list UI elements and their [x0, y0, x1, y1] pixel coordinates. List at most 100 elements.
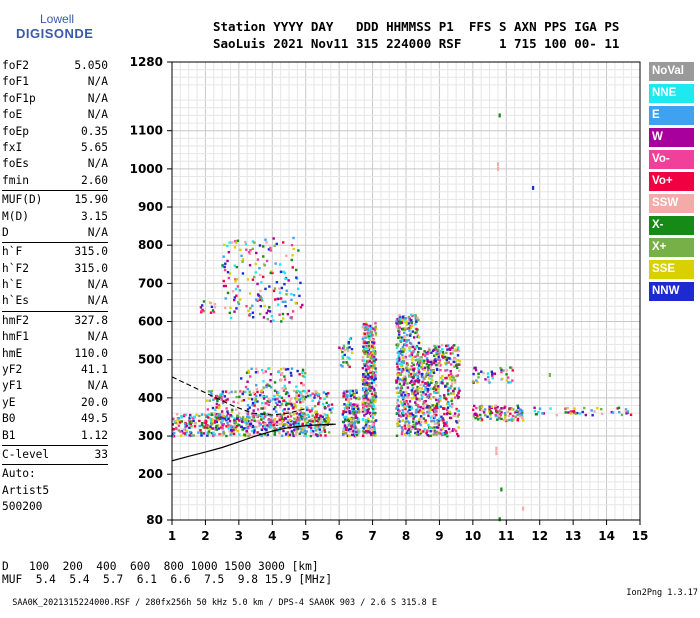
echo-point — [211, 418, 214, 421]
echo-point — [372, 405, 376, 408]
echo-point — [414, 401, 417, 404]
param-row: yF2 41.1 — [2, 362, 108, 378]
echo-point — [372, 327, 375, 330]
echo-point — [276, 397, 279, 400]
echo-point — [235, 294, 238, 297]
echo-point — [427, 404, 431, 408]
echo-point — [406, 402, 410, 406]
echo-point — [171, 423, 174, 426]
echo-point — [410, 365, 413, 368]
echo-point — [313, 426, 317, 430]
echo-point — [372, 364, 375, 368]
echo-point — [267, 398, 271, 401]
echo-point — [341, 357, 345, 360]
echo-point — [324, 421, 327, 425]
echo-point — [220, 421, 223, 424]
echo-point — [247, 397, 251, 400]
echo-point — [264, 402, 267, 405]
echo-point — [417, 405, 420, 409]
echo-point — [511, 414, 515, 418]
echo-point — [246, 417, 249, 420]
echo-point — [238, 433, 241, 436]
y-tick-label: 900 — [138, 200, 163, 214]
echo-point — [365, 396, 368, 400]
echo-point — [262, 395, 265, 399]
echo-point — [248, 424, 251, 427]
echo-point — [319, 414, 323, 418]
echo-point — [591, 414, 594, 417]
echo-point — [414, 315, 418, 319]
echo-point — [426, 387, 429, 391]
echo-point — [445, 402, 449, 405]
echo-point — [222, 279, 225, 283]
echo-point — [361, 418, 365, 421]
echo-point — [263, 427, 267, 431]
echo-point — [414, 411, 418, 414]
echo-point — [370, 381, 373, 385]
echo-point — [366, 328, 369, 331]
echo-point — [450, 384, 453, 388]
echo-point — [361, 326, 364, 329]
echo-point — [307, 413, 310, 417]
echo-point — [274, 398, 277, 401]
echo-point — [518, 414, 522, 418]
echo-point — [260, 389, 263, 393]
echo-point — [374, 407, 377, 410]
echo-point — [396, 361, 399, 364]
echo-point — [574, 412, 577, 415]
echo-point — [252, 431, 256, 434]
echo-point — [450, 397, 454, 401]
echo-point — [420, 387, 423, 390]
echo-point — [229, 316, 233, 320]
echo-point — [368, 378, 371, 381]
echo-point — [416, 353, 419, 356]
echo-point — [217, 416, 220, 420]
echo-point — [302, 384, 305, 387]
echo-point — [436, 348, 440, 351]
echo-point — [180, 414, 183, 418]
echo-point — [366, 405, 369, 408]
echo-point — [297, 420, 300, 424]
echo-point — [434, 411, 437, 415]
echo-point — [216, 399, 219, 403]
echo-point — [250, 367, 253, 371]
echo-point — [365, 431, 369, 435]
echo-point — [298, 413, 301, 416]
echo-point — [417, 335, 421, 339]
echo-point — [305, 430, 308, 433]
echo-point — [400, 384, 403, 388]
echo-point — [366, 355, 369, 358]
echo-point — [453, 428, 456, 431]
echo-point — [343, 348, 347, 352]
echo-point — [228, 430, 231, 433]
echo-point — [410, 361, 414, 365]
echo-point — [275, 420, 279, 424]
echo-point — [370, 420, 373, 423]
echo-point — [361, 410, 365, 413]
echo-point — [429, 369, 433, 372]
echo-point — [422, 401, 426, 404]
echo-point — [278, 418, 282, 422]
echo-point — [445, 431, 449, 434]
echo-point — [233, 264, 237, 267]
echo-point — [422, 402, 425, 406]
echo-point — [402, 396, 405, 399]
echo-point — [258, 298, 262, 301]
echo-point — [435, 348, 438, 352]
echo-point — [416, 358, 419, 361]
echo-point — [251, 316, 255, 319]
echo-point — [192, 419, 195, 422]
echo-point — [370, 399, 374, 402]
echo-point — [249, 307, 252, 310]
echo-point — [353, 421, 356, 424]
echo-point — [438, 417, 441, 421]
echo-point — [299, 401, 302, 404]
echo-point — [441, 351, 445, 354]
echo-point — [445, 358, 448, 362]
echo-point — [282, 367, 286, 370]
echo-point — [419, 431, 423, 435]
echo-point — [286, 419, 290, 422]
echo-point — [353, 393, 356, 396]
echo-point — [260, 416, 263, 420]
echo-point — [428, 426, 432, 430]
